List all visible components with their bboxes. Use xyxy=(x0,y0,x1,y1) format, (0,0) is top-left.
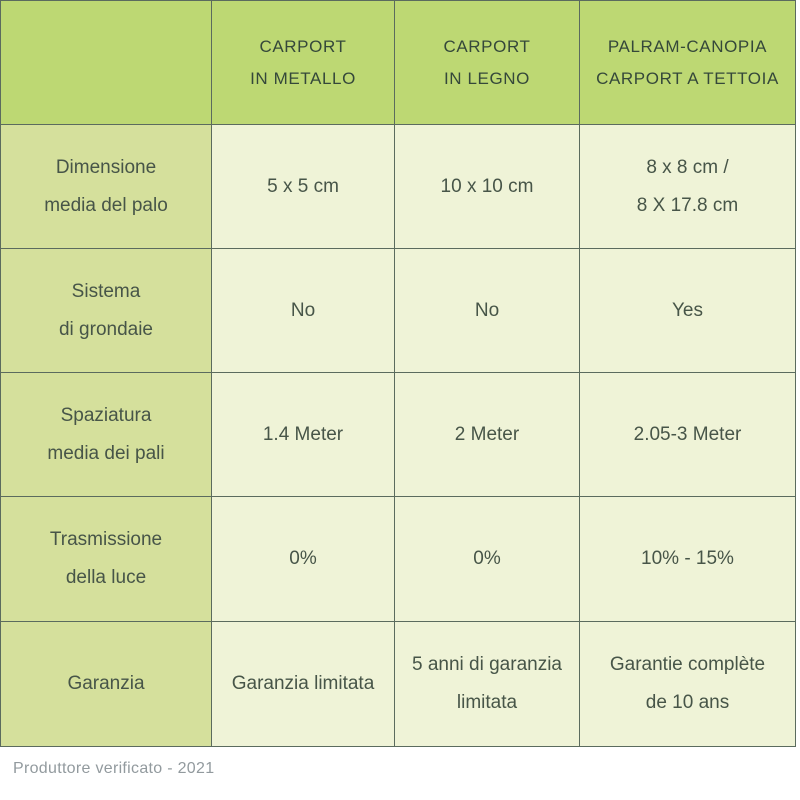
cell-dimensione-palram: 8 x 8 cm / 8 X 17.8 cm xyxy=(579,124,796,249)
cell-grondaie-legno: No xyxy=(394,248,580,373)
cell-grondaie-palram: Yes xyxy=(579,248,796,373)
table-row-grondaie: Sistema di grondaie No No Yes xyxy=(0,248,796,373)
header-empty-cell xyxy=(0,0,212,125)
cell-dimensione-legno: 10 x 10 cm xyxy=(394,124,580,249)
cell-garanzia-metallo: Garanzia limitata xyxy=(211,621,395,747)
row-label-grondaie: Sistema di grondaie xyxy=(0,248,212,373)
header-carport-legno: CARPORT IN LEGNO xyxy=(394,0,580,125)
cell-spaziatura-palram: 2.05-3 Meter xyxy=(579,372,796,497)
cell-dimensione-metallo: 5 x 5 cm xyxy=(211,124,395,249)
header-carport-metallo: CARPORT IN METALLO xyxy=(211,0,395,125)
cell-spaziatura-legno: 2 Meter xyxy=(394,372,580,497)
comparison-table: CARPORT IN METALLO CARPORT IN LEGNO PALR… xyxy=(0,0,796,747)
cell-trasmissione-legno: 0% xyxy=(394,496,580,622)
header-palram-canopia: PALRAM-CANOPIA CARPORT A TETTOIA xyxy=(579,0,796,125)
table-row-dimensione: Dimensione media del palo 5 x 5 cm 10 x … xyxy=(0,124,796,249)
row-label-dimensione: Dimensione media del palo xyxy=(0,124,212,249)
row-label-trasmissione: Trasmissione della luce xyxy=(0,496,212,622)
table-row-spaziatura: Spaziatura media dei pali 1.4 Meter 2 Me… xyxy=(0,372,796,497)
table-row-garanzia: Garanzia Garanzia limitata 5 anni di gar… xyxy=(0,621,796,747)
table-row-trasmissione: Trasmissione della luce 0% 0% 10% - 15% xyxy=(0,496,796,622)
cell-spaziatura-metallo: 1.4 Meter xyxy=(211,372,395,497)
row-label-spaziatura: Spaziatura media dei pali xyxy=(0,372,212,497)
row-label-garanzia: Garanzia xyxy=(0,621,212,747)
cell-garanzia-palram: Garantie complète de 10 ans xyxy=(579,621,796,747)
cell-garanzia-legno: 5 anni di garanzia limitata xyxy=(394,621,580,747)
header-row: CARPORT IN METALLO CARPORT IN LEGNO PALR… xyxy=(0,0,796,125)
cell-trasmissione-metallo: 0% xyxy=(211,496,395,622)
cell-grondaie-metallo: No xyxy=(211,248,395,373)
cell-trasmissione-palram: 10% - 15% xyxy=(579,496,796,622)
verified-manufacturer-note: Produttore verificato - 2021 xyxy=(13,760,215,777)
